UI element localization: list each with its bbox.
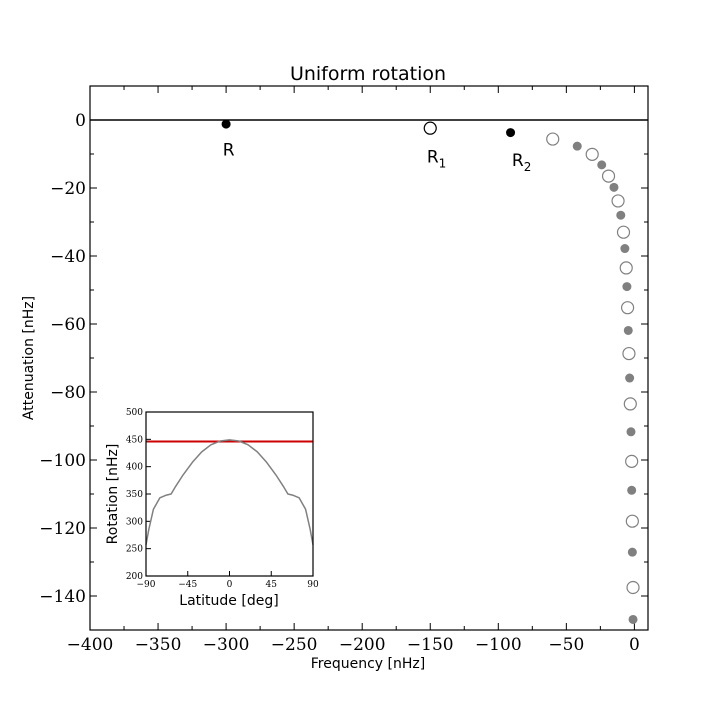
inset-x-tick-label: 45: [266, 580, 278, 590]
filled-point-black: [506, 128, 516, 138]
point-label-subscript: 1: [439, 157, 447, 171]
point-annotations: R R1 R2: [223, 141, 532, 174]
inset-y-axis-label: Rotation [nHz]: [105, 444, 121, 545]
x-tick-label: −250: [271, 635, 318, 655]
filled-point-gray: [623, 325, 633, 335]
x-tick-label: −150: [407, 635, 454, 655]
open-point-gray: [585, 147, 599, 161]
x-tick-label: −350: [135, 635, 182, 655]
inset-y-tick-label: 350: [126, 490, 143, 500]
y-tick-label: −100: [39, 451, 86, 471]
differential-rotation-profile: [145, 439, 314, 545]
y-tick-label: −60: [50, 315, 86, 335]
x-tick-label: −50: [548, 635, 584, 655]
open-point-gray: [546, 132, 560, 146]
inset-y-tick-label: 200: [126, 572, 143, 582]
point-label-subscript: 2: [524, 160, 532, 174]
open-point-gray: [625, 514, 639, 528]
inset-y-tick-label: 300: [126, 517, 143, 527]
x-tick-label: −100: [475, 635, 522, 655]
x-tick-label: −400: [67, 635, 114, 655]
main-chart: Uniform rotation −400 −350 −300 −250 −200 −15…: [21, 63, 649, 672]
open-point-gray: [623, 397, 637, 411]
open-point-gray: [622, 346, 636, 361]
open-point-gray: [620, 301, 635, 315]
y-tick-label: −80: [50, 383, 86, 403]
inset-y-tick-label: 500: [126, 408, 143, 418]
inset-y-tick-label: 400: [126, 463, 143, 473]
scatter-points: [221, 119, 640, 624]
filled-point-gray: [627, 485, 637, 495]
open-point-gray: [625, 454, 639, 468]
inset-y-tick-label: 450: [126, 435, 143, 445]
main-plot-frame: [89, 85, 649, 631]
inset-x-tick-label: −90: [137, 580, 156, 590]
open-point-gray: [611, 194, 625, 208]
inset-chart: −90 −45 0 45 90 200 250 300 350 400 450 500 Latitud…: [105, 408, 319, 609]
filled-point-gray: [616, 210, 626, 220]
inset-y-tick-label: 250: [126, 545, 143, 555]
filled-point-gray: [626, 427, 636, 437]
open-point-gray: [601, 169, 616, 183]
filled-point-gray: [628, 614, 638, 624]
inset-lines: [145, 439, 314, 545]
x-tick-label: −300: [203, 635, 250, 655]
filled-point-gray: [572, 141, 582, 151]
y-tick-label: −140: [39, 587, 86, 607]
open-point-gray: [616, 225, 631, 239]
x-tick-label: −200: [339, 635, 386, 655]
filled-point-gray: [620, 244, 630, 254]
main-axis-ticks: −400 −350 −300 −250 −200 −150 −100 −50 0 0 −20 −40 −…: [39, 85, 648, 655]
inset-x-tick-label: 0: [227, 580, 233, 590]
open-point-gray: [619, 261, 633, 275]
filled-point-gray: [597, 160, 607, 170]
filled-point-black: [221, 119, 231, 129]
y-tick-label: −40: [50, 247, 86, 267]
chart-title: Uniform rotation: [290, 63, 446, 85]
inset-plot-frame: [145, 411, 314, 577]
point-label: R: [223, 141, 235, 161]
inset-x-axis-label: Latitude [deg]: [179, 593, 278, 609]
y-tick-label: 0: [75, 111, 86, 131]
filled-point-gray: [622, 282, 632, 292]
filled-point-gray: [627, 547, 637, 557]
x-axis-label: Frequency [nHz]: [311, 656, 425, 672]
y-tick-label: −120: [39, 519, 86, 539]
inset-axis-ticks: −90 −45 0 45 90 200 250 300 350 400 450 500: [126, 408, 319, 590]
x-tick-label: 0: [629, 635, 640, 655]
open-point-black: [423, 121, 437, 135]
inset-x-tick-label: −45: [178, 580, 197, 590]
open-point-gray: [626, 580, 640, 595]
filled-point-gray: [625, 373, 635, 383]
y-tick-label: −20: [50, 179, 86, 199]
y-axis-label: Attenuation [nHz]: [21, 296, 37, 420]
filled-point-gray: [609, 182, 619, 192]
inset-x-tick-label: 90: [307, 580, 319, 590]
